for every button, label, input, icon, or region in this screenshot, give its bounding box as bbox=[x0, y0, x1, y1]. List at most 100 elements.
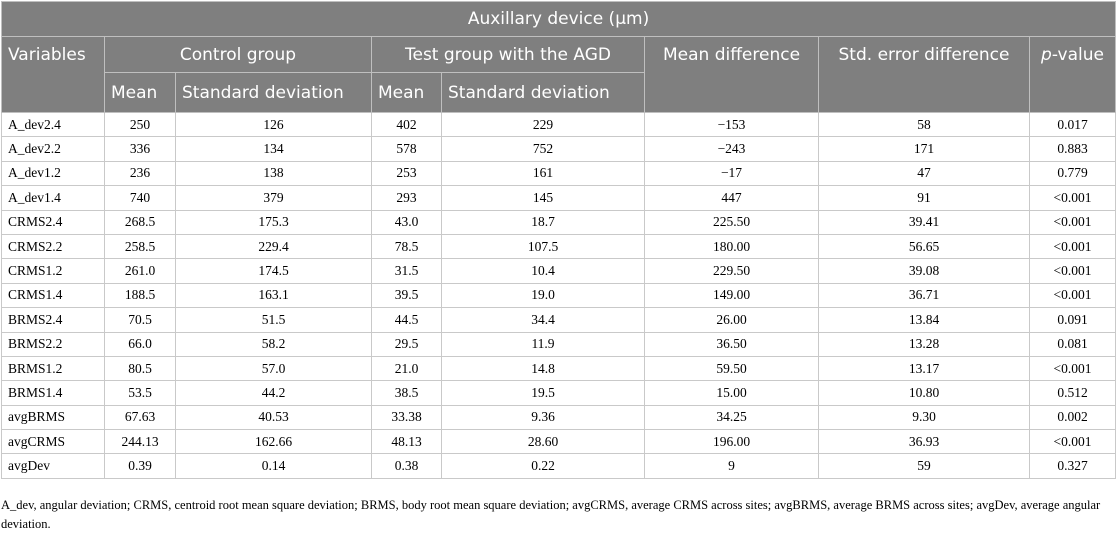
cell-p-value: <0.001 bbox=[1028, 429, 1116, 455]
cell-test-mean: 402 bbox=[371, 111, 442, 138]
cell-control-mean: 268.5 bbox=[104, 209, 176, 235]
cell-test-sd: 145 bbox=[441, 185, 645, 211]
results-table: Auxillary device (μm) Variables Control … bbox=[0, 1, 1116, 479]
cell-control-mean: 0.39 bbox=[104, 453, 176, 479]
cell-test-sd: 229 bbox=[441, 111, 645, 138]
table-row: A_dev1.4 740 379 293 145 447 91 <0.001 bbox=[1, 185, 1116, 211]
cell-variable: avgDev bbox=[1, 453, 105, 479]
cell-p-value: 0.002 bbox=[1028, 404, 1116, 431]
table-row: CRMS1.2 261.0 174.5 31.5 10.4 229.50 39.08 <0.0… bbox=[1, 258, 1116, 284]
header-p-value: p-value bbox=[1028, 36, 1116, 113]
cell-mean-difference: 9 bbox=[644, 453, 819, 479]
cell-p-value: <0.001 bbox=[1028, 282, 1116, 309]
cell-p-value: <0.001 bbox=[1028, 185, 1116, 211]
header-test-sd: Standard deviation bbox=[441, 72, 645, 113]
header-control-group: Control group bbox=[104, 36, 372, 73]
p-value-suffix-label: -value bbox=[1051, 45, 1104, 65]
table-row: CRMS1.4 188.5 163.1 39.5 19.0 149.00 36.71 <0.0… bbox=[1, 282, 1116, 309]
cell-test-sd: 752 bbox=[441, 136, 645, 162]
cell-control-sd: 126 bbox=[175, 111, 372, 138]
cell-variable: avgCRMS bbox=[1, 429, 105, 455]
cell-test-mean: 253 bbox=[371, 160, 442, 187]
table-row: CRMS2.2 258.5 229.4 78.5 107.5 180.00 56.65 <0.… bbox=[1, 233, 1116, 260]
table-row: CRMS2.4 268.5 175.3 43.0 18.7 225.50 39.41 <0.0… bbox=[1, 209, 1116, 235]
cell-test-mean: 48.13 bbox=[371, 429, 442, 455]
cell-test-sd: 107.5 bbox=[441, 233, 645, 260]
cell-mean-difference: 15.00 bbox=[644, 380, 819, 406]
cell-control-sd: 229.4 bbox=[175, 233, 372, 260]
cell-test-sd: 18.7 bbox=[441, 209, 645, 235]
table-row: avgCRMS 244.13 162.66 48.13 28.60 196.00 36.93… bbox=[1, 429, 1116, 455]
cell-p-value: 0.091 bbox=[1028, 307, 1116, 333]
cell-std-error-difference: 171 bbox=[818, 136, 1030, 162]
cell-p-value: 0.017 bbox=[1028, 111, 1116, 138]
cell-variable: A_dev2.2 bbox=[1, 136, 105, 162]
cell-variable: BRMS2.2 bbox=[1, 331, 105, 357]
cell-test-mean: 29.5 bbox=[371, 331, 442, 357]
cell-test-mean: 33.38 bbox=[371, 404, 442, 431]
cell-control-mean: 740 bbox=[104, 185, 176, 211]
cell-mean-difference: 229.50 bbox=[644, 258, 819, 284]
cell-variable: CRMS1.4 bbox=[1, 282, 105, 309]
cell-test-mean: 31.5 bbox=[371, 258, 442, 284]
cell-test-mean: 293 bbox=[371, 185, 442, 211]
cell-control-sd: 174.5 bbox=[175, 258, 372, 284]
table-row: avgBRMS 67.63 40.53 33.38 9.36 34.25 9.30 0.002 bbox=[1, 404, 1116, 431]
cell-p-value: <0.001 bbox=[1028, 258, 1116, 284]
cell-variable: BRMS1.2 bbox=[1, 355, 105, 382]
cell-test-sd: 9.36 bbox=[441, 404, 645, 431]
cell-std-error-difference: 13.84 bbox=[818, 307, 1030, 333]
cell-p-value: 0.512 bbox=[1028, 380, 1116, 406]
cell-control-sd: 138 bbox=[175, 160, 372, 187]
header-test-group: Test group with the AGD bbox=[371, 36, 645, 73]
cell-test-sd: 11.9 bbox=[441, 331, 645, 357]
table-row: A_dev1.2 236 138 253 161 −17 47 0.779 bbox=[1, 160, 1116, 187]
cell-variable: A_dev1.2 bbox=[1, 160, 105, 187]
table-row: BRMS2.2 66.0 58.2 29.5 11.9 36.50 13.28 0.081 bbox=[1, 331, 1116, 357]
cell-control-sd: 163.1 bbox=[175, 282, 372, 309]
cell-std-error-difference: 10.80 bbox=[818, 380, 1030, 406]
cell-control-mean: 258.5 bbox=[104, 233, 176, 260]
table-footnote: A_dev, angular deviation; CRMS, centroid… bbox=[1, 498, 1101, 531]
cell-mean-difference: 225.50 bbox=[644, 209, 819, 235]
cell-control-sd: 57.0 bbox=[175, 355, 372, 382]
p-value-italic-label: p bbox=[1041, 45, 1052, 65]
cell-mean-difference: −17 bbox=[644, 160, 819, 187]
cell-control-sd: 379 bbox=[175, 185, 372, 211]
cell-test-mean: 0.38 bbox=[371, 453, 442, 479]
header-mean-difference: Mean difference bbox=[644, 36, 819, 113]
cell-std-error-difference: 9.30 bbox=[818, 404, 1030, 431]
cell-test-sd: 19.5 bbox=[441, 380, 645, 406]
cell-variable: avgBRMS bbox=[1, 404, 105, 431]
table-title: Auxillary device (μm) bbox=[0, 1, 1116, 37]
cell-control-mean: 250 bbox=[104, 111, 176, 138]
cell-mean-difference: 34.25 bbox=[644, 404, 819, 431]
cell-control-mean: 66.0 bbox=[104, 331, 176, 357]
cell-variable: CRMS2.2 bbox=[1, 233, 105, 260]
cell-variable: A_dev2.4 bbox=[1, 111, 105, 138]
cell-test-mean: 39.5 bbox=[371, 282, 442, 309]
header-variables: Variables bbox=[1, 36, 105, 113]
cell-std-error-difference: 58 bbox=[818, 111, 1030, 138]
cell-variable: A_dev1.4 bbox=[1, 185, 105, 211]
cell-control-mean: 236 bbox=[104, 160, 176, 187]
cell-mean-difference: 36.50 bbox=[644, 331, 819, 357]
cell-control-mean: 67.63 bbox=[104, 404, 176, 431]
cell-test-sd: 19.0 bbox=[441, 282, 645, 309]
cell-std-error-difference: 13.28 bbox=[818, 331, 1030, 357]
cell-mean-difference: 59.50 bbox=[644, 355, 819, 382]
cell-mean-difference: 149.00 bbox=[644, 282, 819, 309]
table-body: A_dev2.4 250 126 402 229 −153 58 0.017 A_dev2.2 3… bbox=[1, 111, 1116, 479]
cell-std-error-difference: 36.93 bbox=[818, 429, 1030, 455]
table-row: BRMS2.4 70.5 51.5 44.5 34.4 26.00 13.84 0.091 bbox=[1, 307, 1116, 333]
cell-variable: BRMS2.4 bbox=[1, 307, 105, 333]
cell-mean-difference: 180.00 bbox=[644, 233, 819, 260]
cell-p-value: <0.001 bbox=[1028, 209, 1116, 235]
cell-std-error-difference: 39.08 bbox=[818, 258, 1030, 284]
cell-control-sd: 58.2 bbox=[175, 331, 372, 357]
cell-variable: CRMS1.2 bbox=[1, 258, 105, 284]
table-row: avgDev 0.39 0.14 0.38 0.22 9 59 0.327 bbox=[1, 453, 1116, 479]
table-row: A_dev2.2 336 134 578 752 −243 171 0.883 bbox=[1, 136, 1116, 162]
table-row: BRMS1.4 53.5 44.2 38.5 19.5 15.00 10.80 0.512 bbox=[1, 380, 1116, 406]
header-test-mean: Mean bbox=[371, 72, 442, 113]
